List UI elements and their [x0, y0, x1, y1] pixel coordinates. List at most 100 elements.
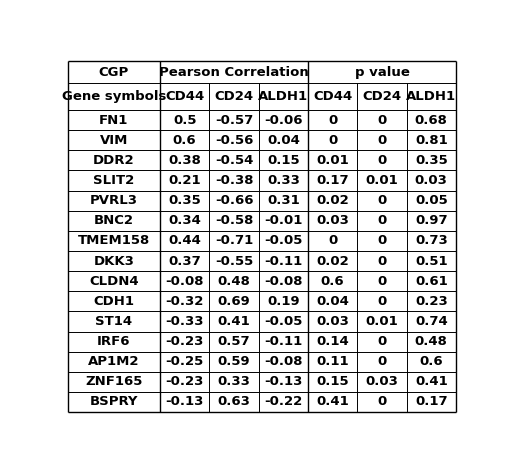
Text: -0.06: -0.06	[264, 113, 303, 126]
Text: 0.04: 0.04	[267, 133, 300, 146]
Text: 0.34: 0.34	[168, 214, 201, 227]
Text: -0.13: -0.13	[166, 396, 204, 408]
Text: -0.66: -0.66	[215, 194, 253, 207]
Text: SLIT2: SLIT2	[94, 174, 134, 187]
Text: 0.68: 0.68	[415, 113, 448, 126]
Text: ALDH1: ALDH1	[406, 90, 456, 103]
Text: 0.81: 0.81	[415, 133, 448, 146]
Text: 0.41: 0.41	[316, 396, 349, 408]
Text: Pearson Correlation: Pearson Correlation	[159, 66, 309, 79]
Text: 0.59: 0.59	[218, 355, 250, 368]
Text: 0.6: 0.6	[173, 133, 197, 146]
Text: 0: 0	[377, 214, 387, 227]
Text: 0.31: 0.31	[267, 194, 299, 207]
Text: 0.15: 0.15	[316, 375, 349, 388]
Text: 0.44: 0.44	[168, 234, 201, 247]
Text: -0.56: -0.56	[215, 133, 253, 146]
Text: 0: 0	[377, 355, 387, 368]
Text: 0.74: 0.74	[415, 315, 448, 328]
Text: 0: 0	[377, 154, 387, 167]
Text: DKK3: DKK3	[94, 254, 134, 267]
Text: 0: 0	[377, 133, 387, 146]
Text: CD24: CD24	[215, 90, 253, 103]
Text: -0.11: -0.11	[264, 335, 303, 348]
Text: BNC2: BNC2	[94, 214, 134, 227]
Text: -0.08: -0.08	[264, 355, 303, 368]
Text: -0.54: -0.54	[215, 154, 253, 167]
Text: 0.19: 0.19	[267, 295, 299, 308]
Text: FN1: FN1	[99, 113, 129, 126]
Text: ZNF165: ZNF165	[85, 375, 143, 388]
Text: 0.23: 0.23	[415, 295, 448, 308]
Text: 0.14: 0.14	[316, 335, 349, 348]
Text: 0.38: 0.38	[168, 154, 201, 167]
Text: -0.13: -0.13	[264, 375, 303, 388]
Text: 0.41: 0.41	[218, 315, 250, 328]
Text: 0: 0	[328, 133, 337, 146]
Text: 0.37: 0.37	[168, 254, 201, 267]
Text: 0.61: 0.61	[415, 275, 448, 288]
Text: CD24: CD24	[362, 90, 402, 103]
Text: p value: p value	[355, 66, 409, 79]
Text: 0.15: 0.15	[267, 154, 299, 167]
Text: 0: 0	[377, 234, 387, 247]
Text: 0.11: 0.11	[316, 355, 349, 368]
Text: -0.05: -0.05	[264, 315, 303, 328]
Text: CGP: CGP	[99, 66, 129, 79]
Text: -0.71: -0.71	[215, 234, 253, 247]
Text: 0.04: 0.04	[316, 295, 349, 308]
Text: CLDN4: CLDN4	[89, 275, 139, 288]
Text: -0.05: -0.05	[264, 234, 303, 247]
Text: 0.51: 0.51	[415, 254, 448, 267]
Text: 0.63: 0.63	[218, 396, 250, 408]
Text: TMEM158: TMEM158	[78, 234, 150, 247]
Text: 0.21: 0.21	[168, 174, 201, 187]
Text: -0.22: -0.22	[264, 396, 303, 408]
Text: 0.69: 0.69	[218, 295, 250, 308]
Text: VIM: VIM	[100, 133, 128, 146]
Text: 0.05: 0.05	[415, 194, 448, 207]
Text: -0.23: -0.23	[166, 375, 204, 388]
Text: ST14: ST14	[96, 315, 132, 328]
Text: -0.55: -0.55	[215, 254, 253, 267]
Text: AP1M2: AP1M2	[88, 355, 140, 368]
Text: CDH1: CDH1	[94, 295, 134, 308]
Text: 0.35: 0.35	[415, 154, 448, 167]
Text: -0.58: -0.58	[215, 214, 253, 227]
Text: 0.01: 0.01	[365, 174, 399, 187]
Text: DDR2: DDR2	[93, 154, 135, 167]
Text: -0.33: -0.33	[166, 315, 204, 328]
Text: 0: 0	[328, 234, 337, 247]
Text: 0.41: 0.41	[415, 375, 448, 388]
Text: -0.01: -0.01	[264, 214, 303, 227]
Text: 0.01: 0.01	[316, 154, 349, 167]
Text: -0.57: -0.57	[215, 113, 253, 126]
Text: 0.03: 0.03	[316, 214, 349, 227]
Text: CD44: CD44	[165, 90, 204, 103]
Text: CD44: CD44	[313, 90, 352, 103]
Text: 0: 0	[328, 113, 337, 126]
Text: 0.6: 0.6	[420, 355, 443, 368]
Text: 0.5: 0.5	[173, 113, 196, 126]
Text: 0: 0	[377, 254, 387, 267]
Text: -0.08: -0.08	[264, 275, 303, 288]
Text: 0.01: 0.01	[365, 315, 399, 328]
Text: -0.25: -0.25	[166, 355, 204, 368]
Text: -0.23: -0.23	[166, 335, 204, 348]
Text: 0: 0	[377, 113, 387, 126]
Text: 0.02: 0.02	[316, 194, 349, 207]
Text: 0.35: 0.35	[168, 194, 201, 207]
Text: BSPRY: BSPRY	[89, 396, 138, 408]
Text: 0.17: 0.17	[415, 396, 448, 408]
Text: 0.57: 0.57	[218, 335, 250, 348]
Text: 0: 0	[377, 396, 387, 408]
Text: -0.11: -0.11	[264, 254, 303, 267]
Text: IRF6: IRF6	[97, 335, 131, 348]
Text: 0.03: 0.03	[316, 315, 349, 328]
Text: PVRL3: PVRL3	[90, 194, 138, 207]
Text: 0.02: 0.02	[316, 254, 349, 267]
Text: 0: 0	[377, 295, 387, 308]
Text: 0.73: 0.73	[415, 234, 448, 247]
Text: 0.6: 0.6	[321, 275, 344, 288]
Text: ALDH1: ALDH1	[258, 90, 308, 103]
